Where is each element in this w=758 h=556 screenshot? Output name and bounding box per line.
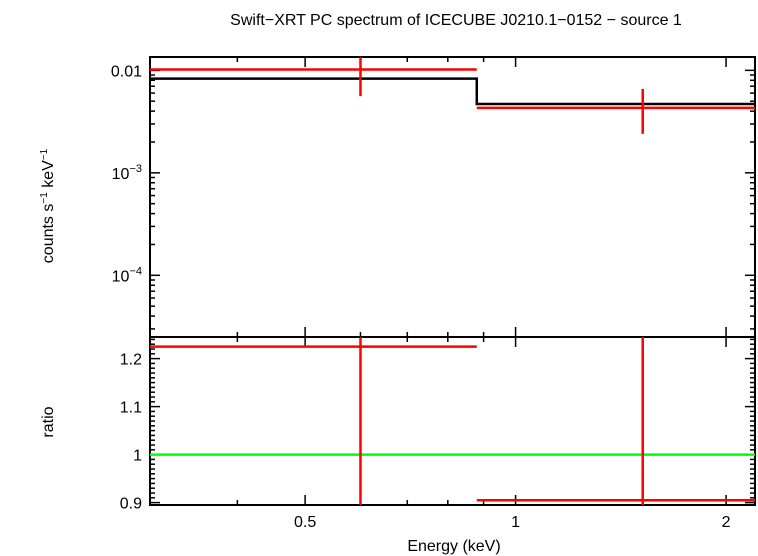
ratio-y-tick-label: 1.1 — [120, 400, 142, 417]
spectrum-y-tick-label: 10−4 — [112, 265, 142, 285]
ratio-panel-frame — [149, 336, 756, 506]
x-tick-label: 1 — [511, 514, 520, 531]
x-axis-label: Energy (keV) — [407, 538, 500, 555]
spectrum-y-tick-label: 10−3 — [112, 163, 142, 183]
ratio-y-tick-label: 1 — [133, 448, 142, 465]
spectrum-panel-frame — [149, 56, 756, 338]
model-step-line — [150, 77, 755, 106]
ratio-y-tick-label: 1.2 — [120, 352, 142, 369]
spectrum-y-axis-label: counts s−1 keV−1 — [39, 148, 57, 263]
spectrum-y-tick-label: 0.01 — [111, 63, 142, 80]
ratio-y-axis-label: ratio — [40, 406, 57, 437]
chart-title: Swift−XRT PC spectrum of ICECUBE J0210.1… — [230, 12, 682, 29]
x-tick-label: 2 — [722, 514, 731, 531]
x-tick-label: 0.5 — [294, 514, 316, 531]
ratio-y-tick-label: 0.9 — [120, 496, 142, 513]
